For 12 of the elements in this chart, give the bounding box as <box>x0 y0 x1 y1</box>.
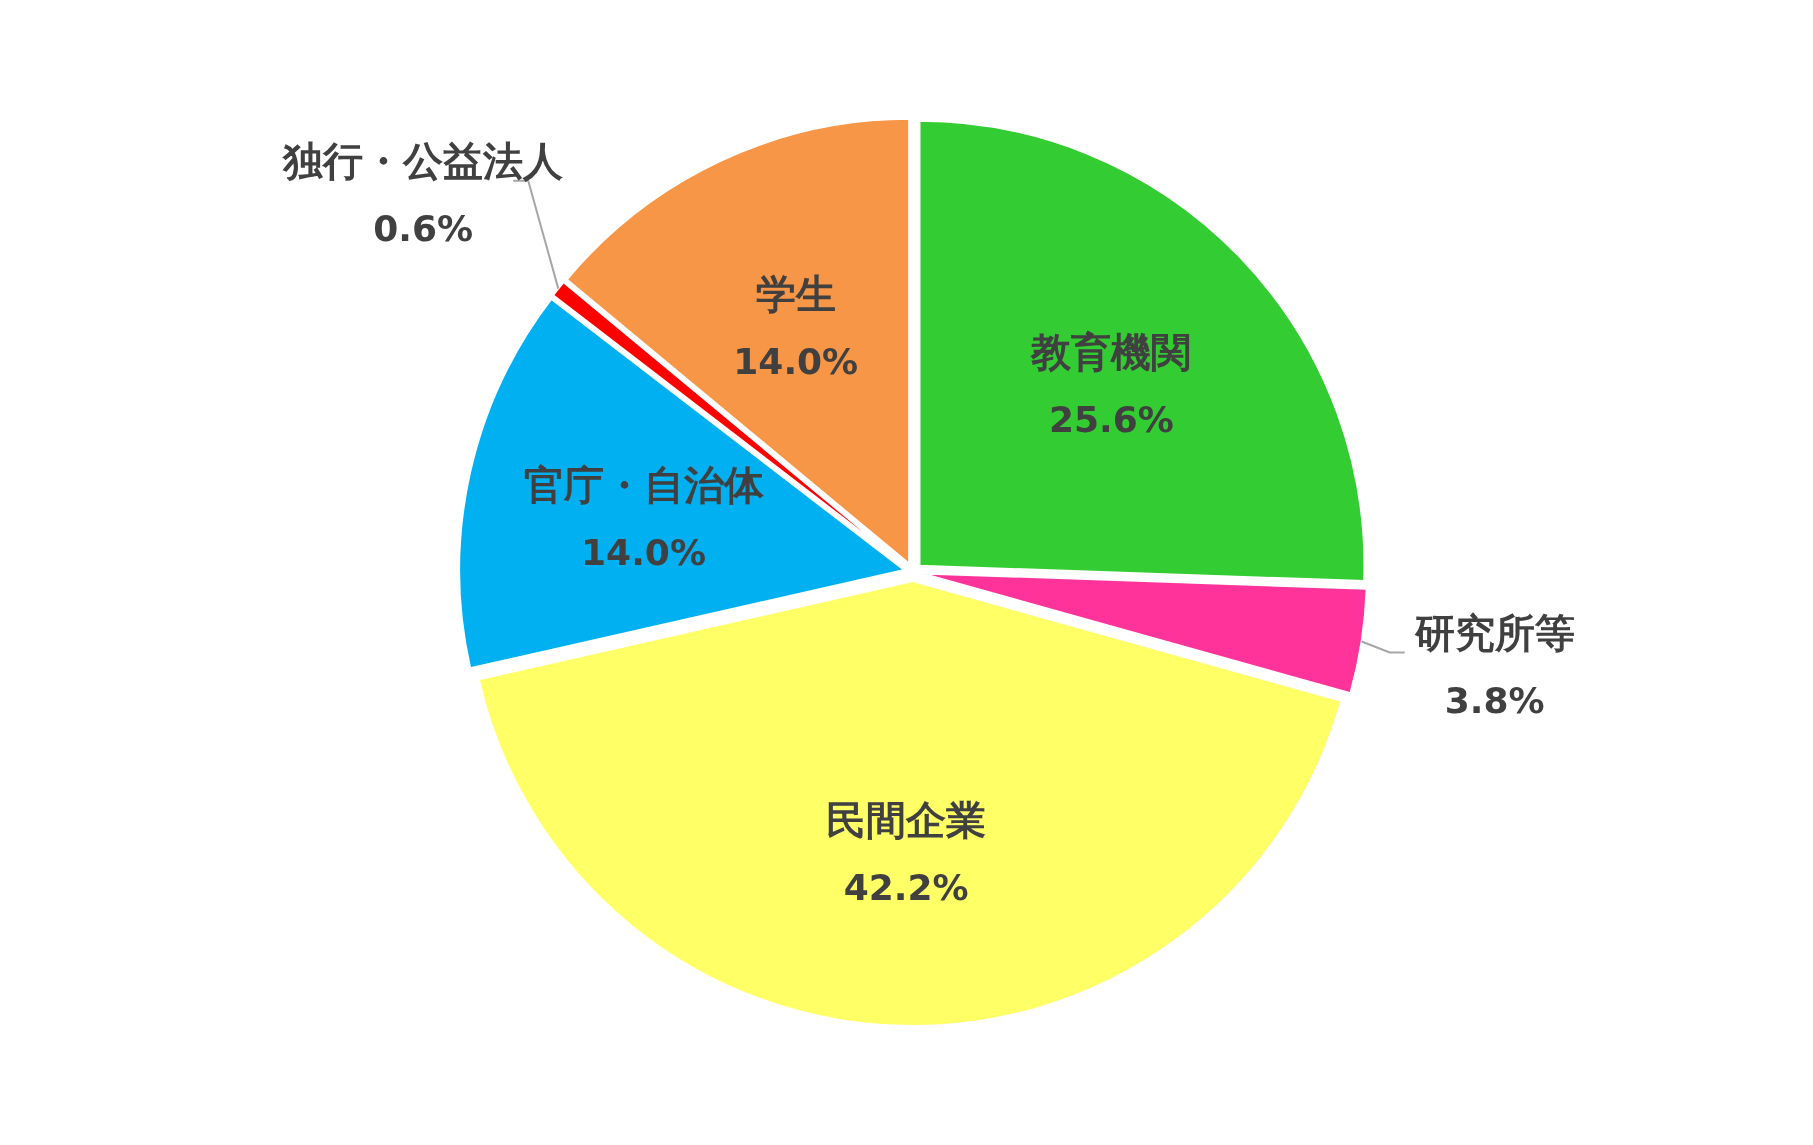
slice-label: 学生 <box>755 271 836 318</box>
slice-label: 教育機関 <box>1030 329 1192 376</box>
slice-label: 独行・公益法人 <box>282 137 565 184</box>
data-label: 42.2% <box>843 866 969 908</box>
data-label: 14.0% <box>581 531 706 573</box>
data-label: 25.6% <box>1048 399 1174 441</box>
data-label: 3.8% <box>1444 679 1545 721</box>
slice-label: 官庁・自治体 <box>523 461 765 508</box>
slice-label: 研究所等 <box>1413 609 1575 656</box>
data-label: 0.6% <box>373 207 474 249</box>
slice-label: 民間企業 <box>826 796 987 843</box>
data-label: 14.0% <box>733 341 859 383</box>
